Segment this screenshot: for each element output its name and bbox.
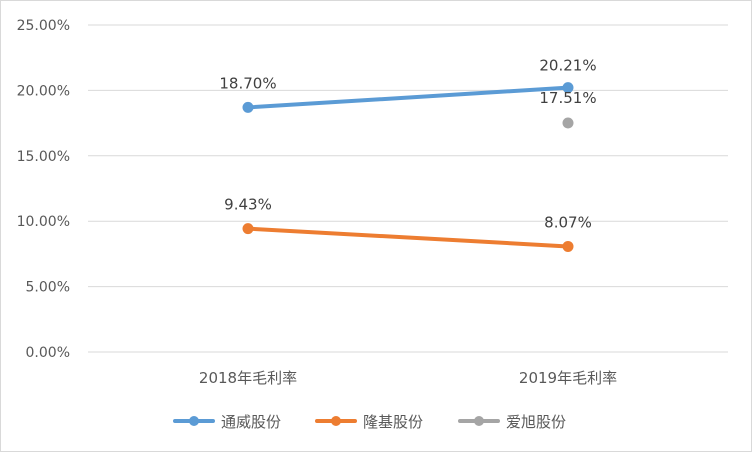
data-point [562, 82, 574, 94]
y-tick-label: 5.00% [26, 280, 70, 296]
data-point [562, 117, 574, 129]
y-tick-label: 0.00% [26, 345, 70, 361]
legend-label: 通威股份 [221, 413, 281, 431]
data-label: 9.43% [224, 196, 272, 214]
x-tick-label: 2019年毛利率 [519, 369, 617, 387]
y-tick-label: 15.00% [17, 149, 70, 165]
series-line [246, 226, 570, 249]
y-axis-tick-labels: 0.00% 5.00% 10.00% 15.00% 20.00% 25.00% [17, 18, 70, 361]
gridlines [88, 24, 728, 353]
legend-label: 爱旭股份 [506, 413, 566, 431]
data-label: 20.21% [539, 57, 596, 75]
y-tick-label: 10.00% [17, 214, 70, 230]
data-point [242, 101, 254, 113]
data-point [242, 223, 254, 235]
data-label: 18.70% [219, 74, 276, 92]
data-label: 8.07% [544, 213, 592, 231]
legend-marker [189, 416, 199, 426]
y-tick-label: 20.00% [17, 83, 70, 99]
data-labels: 18.70% 20.21% 9.43% 8.07% 17.51% [219, 57, 596, 232]
series-lines [242, 82, 574, 252]
legend-marker [331, 416, 341, 426]
x-axis-tick-labels: 2018年毛利率 2019年毛利率 [199, 369, 617, 387]
series-line [246, 85, 570, 110]
legend: 通威股份 隆基股份 爱旭股份 [173, 413, 566, 431]
data-label: 17.51% [539, 89, 596, 107]
x-tick-label: 2018年毛利率 [199, 369, 297, 387]
legend-marker [474, 416, 484, 426]
data-point [562, 240, 574, 252]
legend-label: 隆基股份 [363, 413, 423, 431]
y-tick-label: 25.00% [17, 18, 70, 34]
